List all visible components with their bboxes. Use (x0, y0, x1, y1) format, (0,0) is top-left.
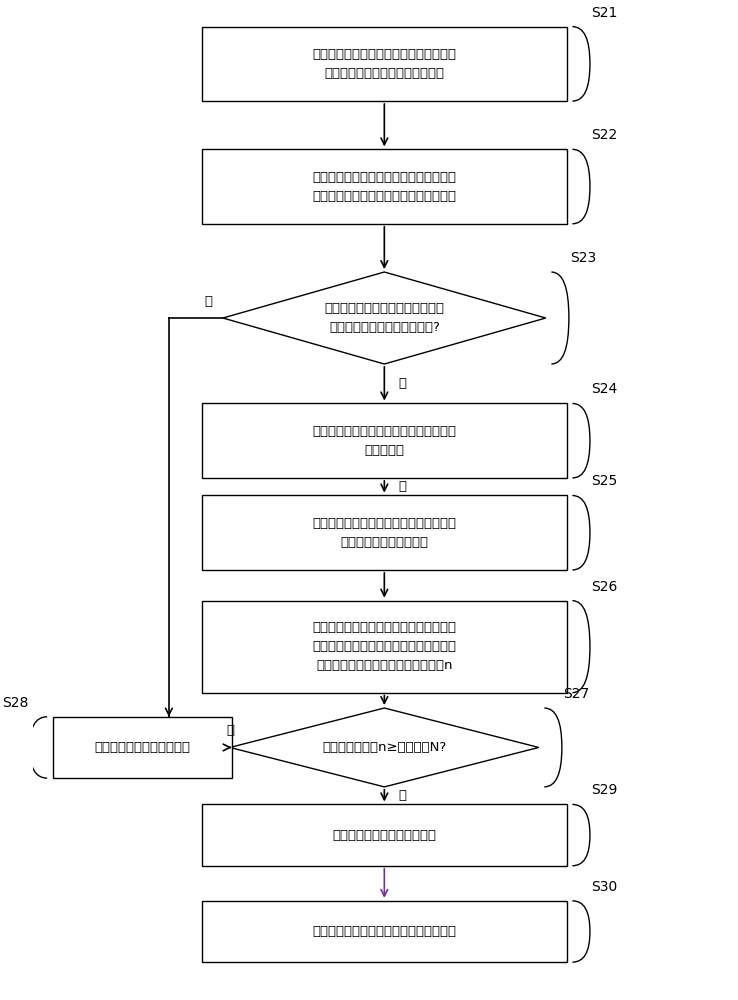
Text: 确定所述用户为非边境用户: 确定所述用户为非边境用户 (94, 741, 190, 754)
FancyBboxPatch shape (202, 403, 567, 478)
FancyBboxPatch shape (202, 495, 567, 570)
Text: 是: 是 (399, 377, 407, 390)
Text: 是: 是 (399, 789, 407, 802)
Text: S21: S21 (591, 6, 618, 20)
Text: S27: S27 (563, 687, 590, 701)
Text: 在边境基站信息库中查询所述注册
的境外基站标识是否查询成功?: 在边境基站信息库中查询所述注册 的境外基站标识是否查询成功? (324, 302, 444, 334)
FancyBboxPatch shape (202, 601, 567, 693)
Text: 是: 是 (399, 480, 407, 493)
Text: S25: S25 (591, 474, 618, 488)
Text: 否: 否 (204, 295, 213, 308)
Text: 根据所述出访用户信息，确定所述疑似用
户的境外基站的注册时间: 根据所述出访用户信息，确定所述疑似用 户的境外基站的注册时间 (312, 517, 456, 549)
Text: S22: S22 (591, 128, 618, 142)
FancyBboxPatch shape (202, 149, 567, 224)
Text: S28: S28 (1, 696, 28, 710)
FancyBboxPatch shape (202, 804, 567, 866)
Polygon shape (223, 272, 545, 364)
Text: 确定所述疑似用户为边境用户: 确定所述疑似用户为边境用户 (332, 829, 436, 842)
FancyBboxPatch shape (202, 27, 567, 101)
Text: S23: S23 (570, 251, 596, 265)
Text: 接收国际漫游信令网关发送的出访用户信
息，并向各境内基站获取测量报告: 接收国际漫游信令网关发送的出访用户信 息，并向各境内基站获取测量报告 (312, 48, 456, 80)
Text: 根据疑似用户的境外基站的注册时间和测
量报告，获取疑似用户在境外基站的注册
时间后第一时长内的乒乓数据的数量n: 根据疑似用户的境外基站的注册时间和测 量报告，获取疑似用户在境外基站的注册 时间… (312, 621, 456, 672)
Text: 乒乓数据的数量n≥第一阈值N?: 乒乓数据的数量n≥第一阈值N? (323, 741, 446, 754)
FancyBboxPatch shape (52, 717, 232, 778)
Text: S24: S24 (591, 382, 618, 396)
Text: 确定所述成功注册到境外基站的用户为疑
似边境用户: 确定所述成功注册到境外基站的用户为疑 似边境用户 (312, 425, 456, 457)
Text: 否: 否 (227, 724, 235, 737)
FancyBboxPatch shape (202, 901, 567, 962)
Text: S26: S26 (591, 580, 618, 594)
Text: S30: S30 (591, 880, 618, 894)
Text: 根据边境用户的信息更新边境用户信息库: 根据边境用户的信息更新边境用户信息库 (312, 925, 456, 938)
Text: 获取所述出访用户信息中境外基站的注册
状态为成功的用户所注册的境外基站标识: 获取所述出访用户信息中境外基站的注册 状态为成功的用户所注册的境外基站标识 (312, 171, 456, 203)
Polygon shape (230, 708, 539, 787)
Text: S29: S29 (591, 783, 618, 797)
